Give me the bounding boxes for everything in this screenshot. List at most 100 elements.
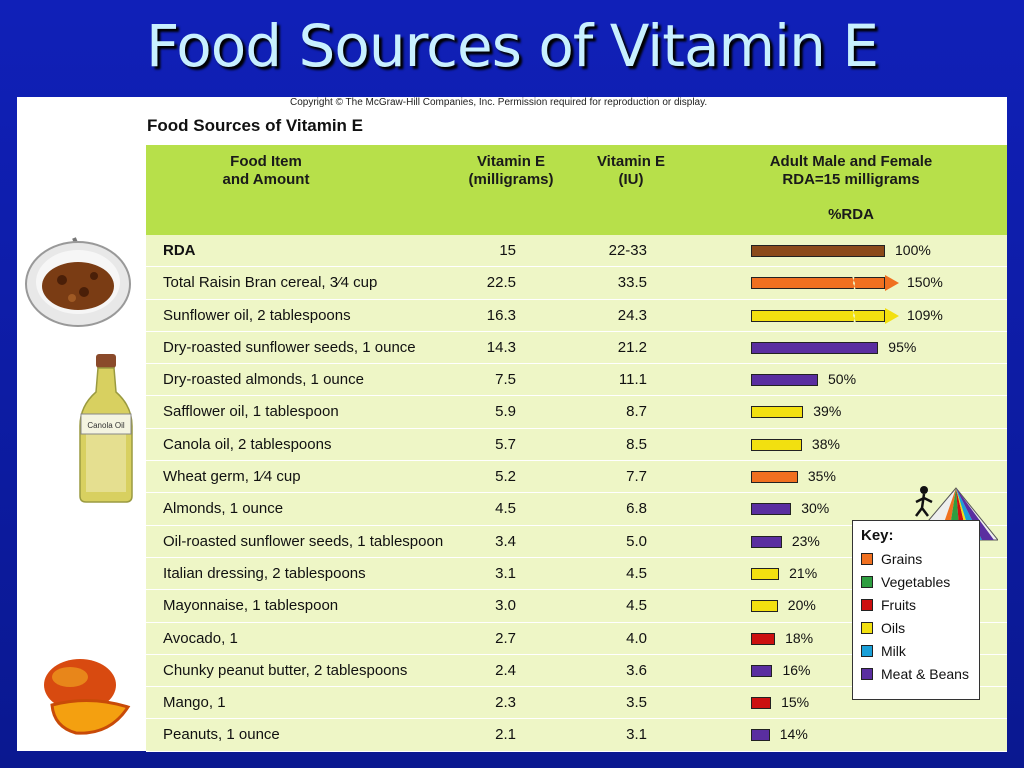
- legend-swatch: [861, 644, 873, 657]
- cereal: [42, 262, 114, 310]
- food-item-cell: Total Raisin Bran cereal, 3⁄4 cup: [163, 274, 378, 292]
- legend-item: Fruits: [861, 593, 971, 616]
- legend-item: Grains: [861, 547, 971, 570]
- vitamin-e-iu-cell: 8.5: [626, 435, 647, 453]
- vitamin-e-mg-cell: 3.4: [495, 532, 516, 550]
- mango-slice: [50, 698, 131, 735]
- pct-rda-label: 23%: [791, 532, 820, 549]
- pct-rda-bar: [751, 535, 782, 548]
- pct-rda-bar: [751, 567, 780, 580]
- table-title: Food Sources of Vitamin E: [147, 116, 363, 135]
- raisin: [79, 287, 89, 297]
- vitamin-e-iu-cell: 6.8: [626, 500, 647, 518]
- food-item-cell: Peanuts, 1 ounce: [163, 726, 280, 744]
- pct-rda-label: 16%: [782, 661, 811, 678]
- vitamin-e-mg-cell: 3.0: [495, 597, 516, 615]
- food-item-cell: Sunflower oil, 2 tablespoons: [163, 306, 351, 324]
- pct-rda-label: 20%: [787, 597, 816, 614]
- vitamin-e-iu-cell: 7.7: [626, 468, 647, 486]
- header-iu: Vitamin E (IU): [596, 153, 666, 188]
- pct-rda-label: 38%: [811, 435, 840, 452]
- table-row: RDA 15 22-33 100%: [146, 235, 1007, 268]
- bottle-cap: [96, 354, 116, 368]
- pct-rda-label: 18%: [785, 629, 814, 646]
- food-item-cell: Avocado, 1: [163, 629, 238, 647]
- cereal-bowl-image: [25, 237, 131, 327]
- climber-body: [915, 493, 933, 517]
- raisin: [90, 272, 98, 280]
- vitamin-e-mg-cell: 5.2: [495, 468, 516, 486]
- food-item-cell: Oil-roasted sunflower seeds, 1 tablespoo…: [163, 532, 444, 550]
- food-item-cell: Canola oil, 2 tablespoons: [163, 435, 332, 453]
- table-row: Dry-roasted sunflower seeds, 1 ounce 14.3…: [146, 331, 1007, 365]
- mango-image: [44, 659, 131, 735]
- vitamin-e-mg-cell: 4.5: [495, 500, 516, 518]
- pct-rda-bar: [751, 729, 770, 742]
- vitamin-e-iu-cell: 3.6: [626, 661, 647, 679]
- pct-rda-bar: [751, 309, 885, 322]
- legend-label: Grains: [881, 550, 923, 567]
- pct-rda-label: 100%: [895, 242, 931, 258]
- climber-head: [920, 486, 928, 494]
- legend-item: Vegetables: [861, 570, 971, 593]
- food-item-cell: Chunky peanut butter, 2 tablespoons: [163, 661, 408, 679]
- legend-swatch: [861, 598, 873, 611]
- pct-rda-bar: [751, 471, 798, 484]
- bar-overflow-arrow: [885, 307, 899, 324]
- table-row: Sunflower oil, 2 tablespoons 16.3 24.3 109%: [146, 299, 1007, 332]
- header-mg: Vitamin E (milligrams): [468, 153, 554, 188]
- copyright-notice: Copyright © The McGraw-Hill Companies, I…: [290, 97, 708, 108]
- vitamin-e-iu-cell: 4.0: [626, 629, 647, 647]
- raisin: [57, 275, 67, 285]
- food-item-cell: Mayonnaise, 1 tablespoon: [163, 597, 339, 615]
- bar-overflow-arrow: [885, 275, 899, 292]
- legend-title: Key:: [861, 527, 894, 544]
- pct-rda-label: 95%: [888, 338, 917, 355]
- pct-rda-label: 21%: [789, 564, 818, 581]
- vitamin-e-iu-cell: 8.7: [626, 403, 647, 421]
- legend-label: Meat & Beans: [881, 665, 969, 682]
- table-row: Wheat germ, 1⁄4 cup 5.2 7.7 35%: [146, 461, 1007, 494]
- vitamin-e-mg-cell: 16.3: [486, 306, 516, 324]
- legend-swatch: [861, 621, 873, 634]
- pct-rda-bar: [751, 245, 885, 257]
- vitamin-e-iu-cell: 4.5: [626, 597, 647, 615]
- legend-swatch: [861, 667, 873, 680]
- pct-rda-label: 109%: [907, 306, 943, 323]
- food-item-cell: Mango, 1: [163, 694, 226, 712]
- pct-rda-bar: [751, 503, 792, 516]
- vitamin-e-iu-cell: 21.2: [617, 338, 647, 356]
- pct-rda-bar: [751, 697, 772, 710]
- pct-rda-label: 150%: [907, 274, 943, 291]
- vitamin-e-mg-cell: 2.7: [495, 629, 516, 647]
- table-row: Peanuts, 1 ounce 2.1 3.1 14%: [146, 719, 1007, 752]
- pct-rda-label: 39%: [813, 403, 842, 420]
- food-item-cell: Wheat germ, 1⁄4 cup: [163, 468, 301, 486]
- vitamin-e-iu-cell: 5.0: [626, 532, 647, 550]
- vitamin-e-iu-cell: 4.5: [626, 564, 647, 582]
- legend-key: Key: Grains Vegetables Fruits Oils Milk Meat …: [852, 520, 980, 700]
- food-item-cell: Dry-roasted almonds, 1 ounce: [163, 371, 364, 389]
- vitamin-e-iu-cell: 22-33: [608, 242, 647, 259]
- legend-label: Vegetables: [881, 573, 951, 590]
- vitamin-e-iu-cell: 24.3: [617, 306, 647, 324]
- table-header: Food Item and Amount Vitamin E (milligra…: [146, 145, 1007, 235]
- food-item-cell: Italian dressing, 2 tablespoons: [163, 564, 366, 582]
- slide-title: Food Sources of Vitamin E: [146, 12, 879, 80]
- bottle-label: Canola Oil: [87, 421, 125, 430]
- flake: [68, 294, 76, 302]
- legend-items: Grains Vegetables Fruits Oils Milk Meat & Bea…: [861, 547, 971, 685]
- legend-item: Milk: [861, 639, 971, 662]
- vitamin-e-iu-cell: 3.1: [626, 726, 647, 744]
- bar-break-mark: [851, 306, 857, 325]
- legend-item: Oils: [861, 616, 971, 639]
- vitamin-e-mg-cell: 3.1: [495, 564, 516, 582]
- food-item-cell: RDA: [163, 242, 196, 259]
- legend-label: Fruits: [881, 596, 916, 613]
- bottle-label-band: [80, 413, 132, 435]
- pct-rda-label: 35%: [807, 468, 836, 485]
- vitamin-e-mg-cell: 5.7: [495, 435, 516, 453]
- food-item-cell: Almonds, 1 ounce: [163, 500, 284, 518]
- vitamin-e-mg-cell: 7.5: [495, 371, 516, 389]
- header-food: Food Item and Amount: [222, 153, 310, 188]
